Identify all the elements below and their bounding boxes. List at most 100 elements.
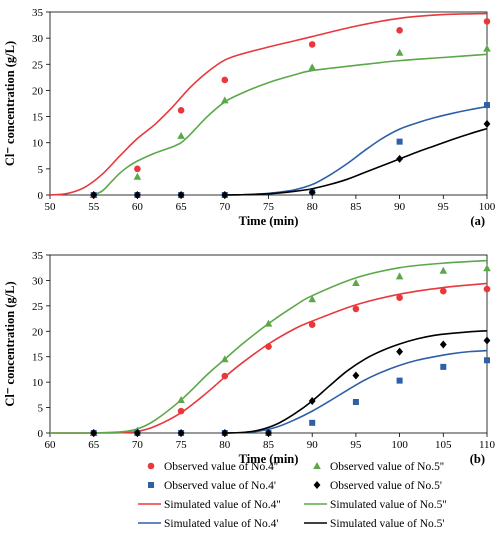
x-tick-label: 90 (307, 439, 319, 451)
observed-point-observed-value-of-no-4-prime (484, 357, 490, 364)
observed-point-observed-value-of-no-5-prime (90, 191, 98, 199)
observed-point-observed-value-of-no-4-prime (396, 377, 403, 384)
legend-marker-observed-value-of-no-5-double-prime (313, 462, 321, 469)
legend-label: Simulated value of No.5'' (330, 499, 447, 511)
observed-point-observed-value-of-no-4-prime (484, 102, 490, 109)
legend-label: Simulated value of No.4' (164, 518, 279, 530)
simulated-line-simulated-value-of-no-4-double-prime (49, 282, 488, 434)
y-tick-label: 5 (38, 164, 44, 176)
observed-point-observed-value-of-no-4-prime (440, 363, 447, 370)
observed-point-observed-value-of-no-5-double-prime (221, 355, 229, 363)
y-tick-label: 30 (32, 275, 44, 287)
simulated-line-simulated-value-of-no-4-prime (224, 349, 488, 434)
y-tick-label: 5 (38, 403, 44, 415)
x-tick-label: 55 (88, 201, 100, 213)
observed-point-observed-value-of-no-5-prime (177, 429, 185, 437)
simulated-line-simulated-value-of-no-5-double-prime (49, 259, 488, 434)
x-tick-label: 80 (307, 201, 319, 213)
x-tick-label: 70 (219, 201, 231, 213)
y-tick-label: 30 (32, 33, 44, 45)
x-axis-title: Time (min) (239, 452, 299, 466)
observed-point-observed-value-of-no-5-prime (396, 154, 403, 163)
x-tick-label: 90 (394, 201, 406, 213)
x-tick-label: 85 (263, 439, 275, 451)
y-axis-title: Cl⁻ concentration (g/L) (3, 281, 17, 406)
simulated-line-simulated-value-of-no-5-double-prime (93, 53, 488, 196)
legend-label: Simulated value of No.4'' (164, 499, 281, 511)
plot-frame (49, 11, 488, 196)
panel-label: (b) (470, 452, 485, 466)
x-axis-title: Time (min) (239, 214, 299, 228)
observed-point-observed-value-of-no-4-prime (352, 398, 359, 405)
legend-label: Simulated value of No.5' (330, 518, 445, 530)
x-tick-label: 65 (176, 201, 188, 213)
simulated-line-simulated-value-of-no-5-prime (224, 329, 488, 434)
y-tick-label: 20 (32, 85, 44, 97)
observed-point-observed-value-of-no-4-double-prime (221, 372, 229, 380)
observed-point-observed-value-of-no-5-prime (265, 429, 272, 437)
observed-point-observed-value-of-no-4-double-prime (396, 27, 403, 34)
observed-point-observed-value-of-no-5-prime (483, 119, 491, 128)
observed-point-observed-value-of-no-4-double-prime (177, 407, 185, 415)
observed-point-observed-value-of-no-4-double-prime (308, 321, 316, 328)
y-tick-label: 10 (32, 138, 44, 150)
panel-label: (a) (470, 214, 485, 228)
observed-point-observed-value-of-no-5-prime (308, 396, 316, 405)
observed-point-observed-value-of-no-5-prime (221, 429, 229, 437)
observed-point-observed-value-of-no-5-prime (134, 429, 141, 437)
y-tick-label: 0 (38, 428, 44, 440)
legend-marker-observed-value-of-no-4-prime (148, 482, 154, 488)
x-tick-label: 110 (479, 439, 496, 451)
observed-point-observed-value-of-no-5-double-prime (308, 63, 316, 71)
legend-marker-observed-value-of-no-5-prime (313, 481, 321, 489)
legend: Observed value of No.4'' Observed value o… (138, 461, 447, 530)
y-tick-label: 25 (32, 59, 44, 71)
simulated-line-simulated-value-of-no-4-prime (224, 105, 488, 196)
y-tick-label: 25 (32, 301, 44, 313)
observed-point-observed-value-of-no-5-double-prime (395, 48, 404, 56)
x-tick-label: 100 (479, 201, 496, 213)
observed-point-observed-value-of-no-4-double-prime (483, 285, 491, 293)
observed-point-observed-value-of-no-5-prime (90, 429, 98, 437)
y-tick-label: 10 (32, 377, 44, 389)
observed-point-observed-value-of-no-5-double-prime (133, 172, 142, 180)
observed-point-observed-value-of-no-4-double-prime (483, 18, 491, 25)
observed-point-observed-value-of-no-5-prime (483, 336, 491, 345)
chart-panel-a: 50 55 60 65 70 75 80 85 90 95 100 0 5 10 15 20 25 30 35 Tim… (3, 7, 496, 228)
observed-point-observed-value-of-no-5-prime (221, 191, 229, 199)
simulated-line-simulated-value-of-no-4-double-prime (49, 12, 488, 196)
x-tick-label: 105 (435, 439, 452, 451)
x-tick-label: 80 (219, 439, 231, 451)
chart-panel-b: 60 65 70 75 80 85 90 95 100 105 110 0 5 10 15 20 25 30 35 T… (3, 250, 496, 466)
observed-point-observed-value-of-no-4-prime (396, 138, 403, 145)
y-tick-label: 15 (32, 112, 44, 124)
observed-point-observed-value-of-no-4-double-prime (308, 41, 316, 48)
x-tick-label: 95 (350, 439, 362, 451)
observed-point-observed-value-of-no-5-double-prime (177, 395, 185, 403)
observed-point-observed-value-of-no-4-double-prime (134, 165, 141, 173)
y-tick-label: 35 (32, 7, 44, 19)
x-tick-label: 95 (438, 201, 450, 213)
observed-point-observed-value-of-no-5-prime (308, 188, 316, 197)
observed-point-observed-value-of-no-5-prime (352, 371, 360, 380)
y-tick-label: 35 (32, 250, 44, 262)
simulated-line-simulated-value-of-no-5-prime (224, 127, 488, 196)
x-tick-label: 60 (45, 439, 57, 451)
observed-point-observed-value-of-no-5-double-prime (483, 264, 491, 272)
legend-label: Observed value of No.5' (330, 480, 442, 492)
legend-label: Observed value of No.4'' (164, 461, 278, 473)
observed-point-observed-value-of-no-5-double-prime (439, 266, 448, 274)
x-tick-label: 60 (132, 201, 144, 213)
y-tick-label: 20 (32, 326, 44, 338)
observed-point-observed-value-of-no-5-double-prime (308, 295, 316, 303)
observed-point-observed-value-of-no-4-prime (309, 419, 316, 426)
x-tick-label: 85 (350, 201, 362, 213)
observed-point-observed-value-of-no-4-double-prime (396, 294, 403, 302)
observed-point-observed-value-of-no-4-double-prime (265, 343, 272, 350)
x-tick-label: 75 (263, 201, 275, 213)
y-axis-title: Cl⁻ concentration (g/L) (3, 41, 17, 166)
observed-point-observed-value-of-no-5-double-prime (264, 319, 273, 327)
x-tick-label: 100 (391, 439, 408, 451)
x-tick-label: 65 (88, 439, 100, 451)
